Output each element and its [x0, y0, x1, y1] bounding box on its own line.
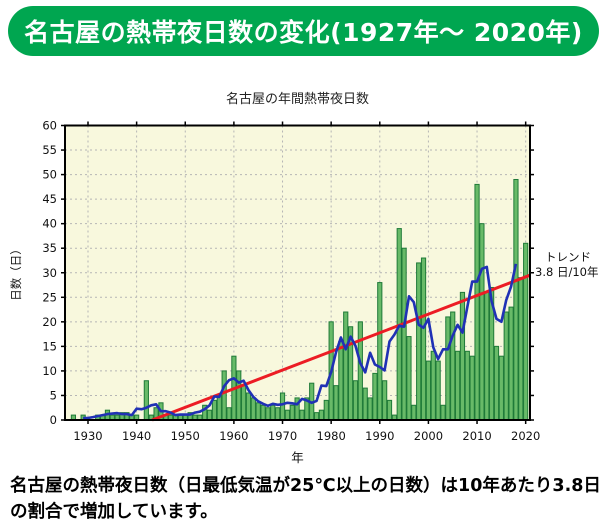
header-title: 名古屋の熱帯夜日数の変化(1927年～ 2020年) [24, 18, 583, 47]
bar [289, 404, 295, 421]
bar [357, 321, 363, 421]
bar [518, 277, 524, 421]
bar [333, 385, 339, 421]
bar [352, 380, 359, 421]
bar [484, 291, 490, 421]
bar [367, 397, 373, 421]
bar [435, 360, 441, 421]
x-tick-label: 2000 [414, 429, 443, 443]
y-axis-label: 日数（日） [9, 243, 23, 301]
bar [469, 355, 475, 421]
bar [206, 409, 213, 421]
trend-annotation-line1: トレンド [545, 250, 591, 264]
y-tick-label: 60 [42, 119, 57, 133]
y-tick-label: 50 [42, 168, 57, 182]
x-tick-label: 1950 [171, 429, 200, 443]
caption-text: 名古屋の熱帯夜日数（日最低気温が25℃以上の日数）は10年あたり3.8日の割合で… [10, 476, 601, 522]
bar [523, 242, 529, 421]
x-tick-label: 1990 [365, 429, 394, 443]
bar [299, 409, 305, 421]
y-tick-label: 20 [42, 315, 57, 329]
trend-annotation-line2: 3.8 日/10年 [535, 265, 599, 279]
bar [386, 399, 393, 421]
bar [362, 387, 368, 421]
bar [245, 392, 252, 421]
bar [493, 345, 500, 421]
x-tick-label: 1960 [219, 429, 248, 443]
bar [323, 399, 329, 421]
y-tick-label: 15 [42, 339, 57, 353]
bar [221, 370, 227, 421]
bar [513, 178, 519, 421]
bar [459, 291, 466, 421]
bar [372, 372, 378, 421]
bar [430, 350, 436, 421]
bar [377, 282, 383, 421]
bar [503, 311, 509, 421]
y-tick-label: 10 [42, 364, 57, 378]
bar [498, 355, 504, 421]
trend-annotation: トレンド 3.8 日/10年 [535, 250, 598, 280]
bar [416, 262, 422, 421]
y-tick-label: 0 [50, 413, 57, 427]
bar [255, 402, 261, 421]
x-tick-label: 1940 [122, 429, 151, 443]
y-tick-label: 40 [42, 217, 57, 231]
bar [279, 392, 286, 421]
bar [236, 370, 242, 421]
bar [313, 412, 320, 421]
bar [464, 350, 470, 421]
x-tick-label: 1970 [268, 429, 297, 443]
bar [508, 306, 514, 421]
bar [425, 360, 432, 421]
header-banner: 名古屋の熱帯夜日数の変化(1927年～ 2020年) [8, 6, 599, 56]
bar [216, 394, 222, 421]
bar [454, 350, 461, 421]
x-tick-label: 1930 [73, 429, 102, 443]
bar [284, 409, 290, 421]
bar [226, 407, 232, 421]
bar [143, 380, 149, 421]
x-axis-label: 年 [291, 450, 304, 465]
bar [338, 340, 344, 421]
y-tick-label: 25 [42, 290, 57, 304]
moving-average-line [83, 263, 518, 420]
y-tick-label: 45 [42, 192, 57, 206]
y-tick-label: 35 [42, 241, 57, 255]
bar [411, 404, 417, 421]
bar [241, 385, 247, 421]
chart-title: 名古屋の年間熱帯夜日数 [225, 92, 369, 107]
bar [265, 407, 271, 421]
x-tick-label: 2020 [511, 429, 540, 443]
bar [211, 399, 218, 421]
bar [250, 397, 256, 421]
bar [440, 404, 446, 421]
bar [401, 247, 407, 421]
bar [318, 409, 325, 421]
bar [445, 316, 451, 421]
bar [382, 380, 388, 421]
bar [275, 407, 281, 421]
bar [474, 183, 480, 421]
y-tick-label: 5 [50, 388, 57, 402]
bar [270, 404, 276, 421]
bar [479, 223, 485, 421]
x-tick-label: 1980 [317, 429, 346, 443]
x-tick-label: 2010 [462, 429, 491, 443]
bar [343, 311, 349, 421]
bar [260, 404, 266, 421]
bar [450, 311, 456, 421]
y-tick-label: 55 [42, 143, 57, 157]
bar [406, 336, 412, 421]
y-tick-label: 30 [42, 266, 57, 280]
bar [420, 257, 427, 421]
